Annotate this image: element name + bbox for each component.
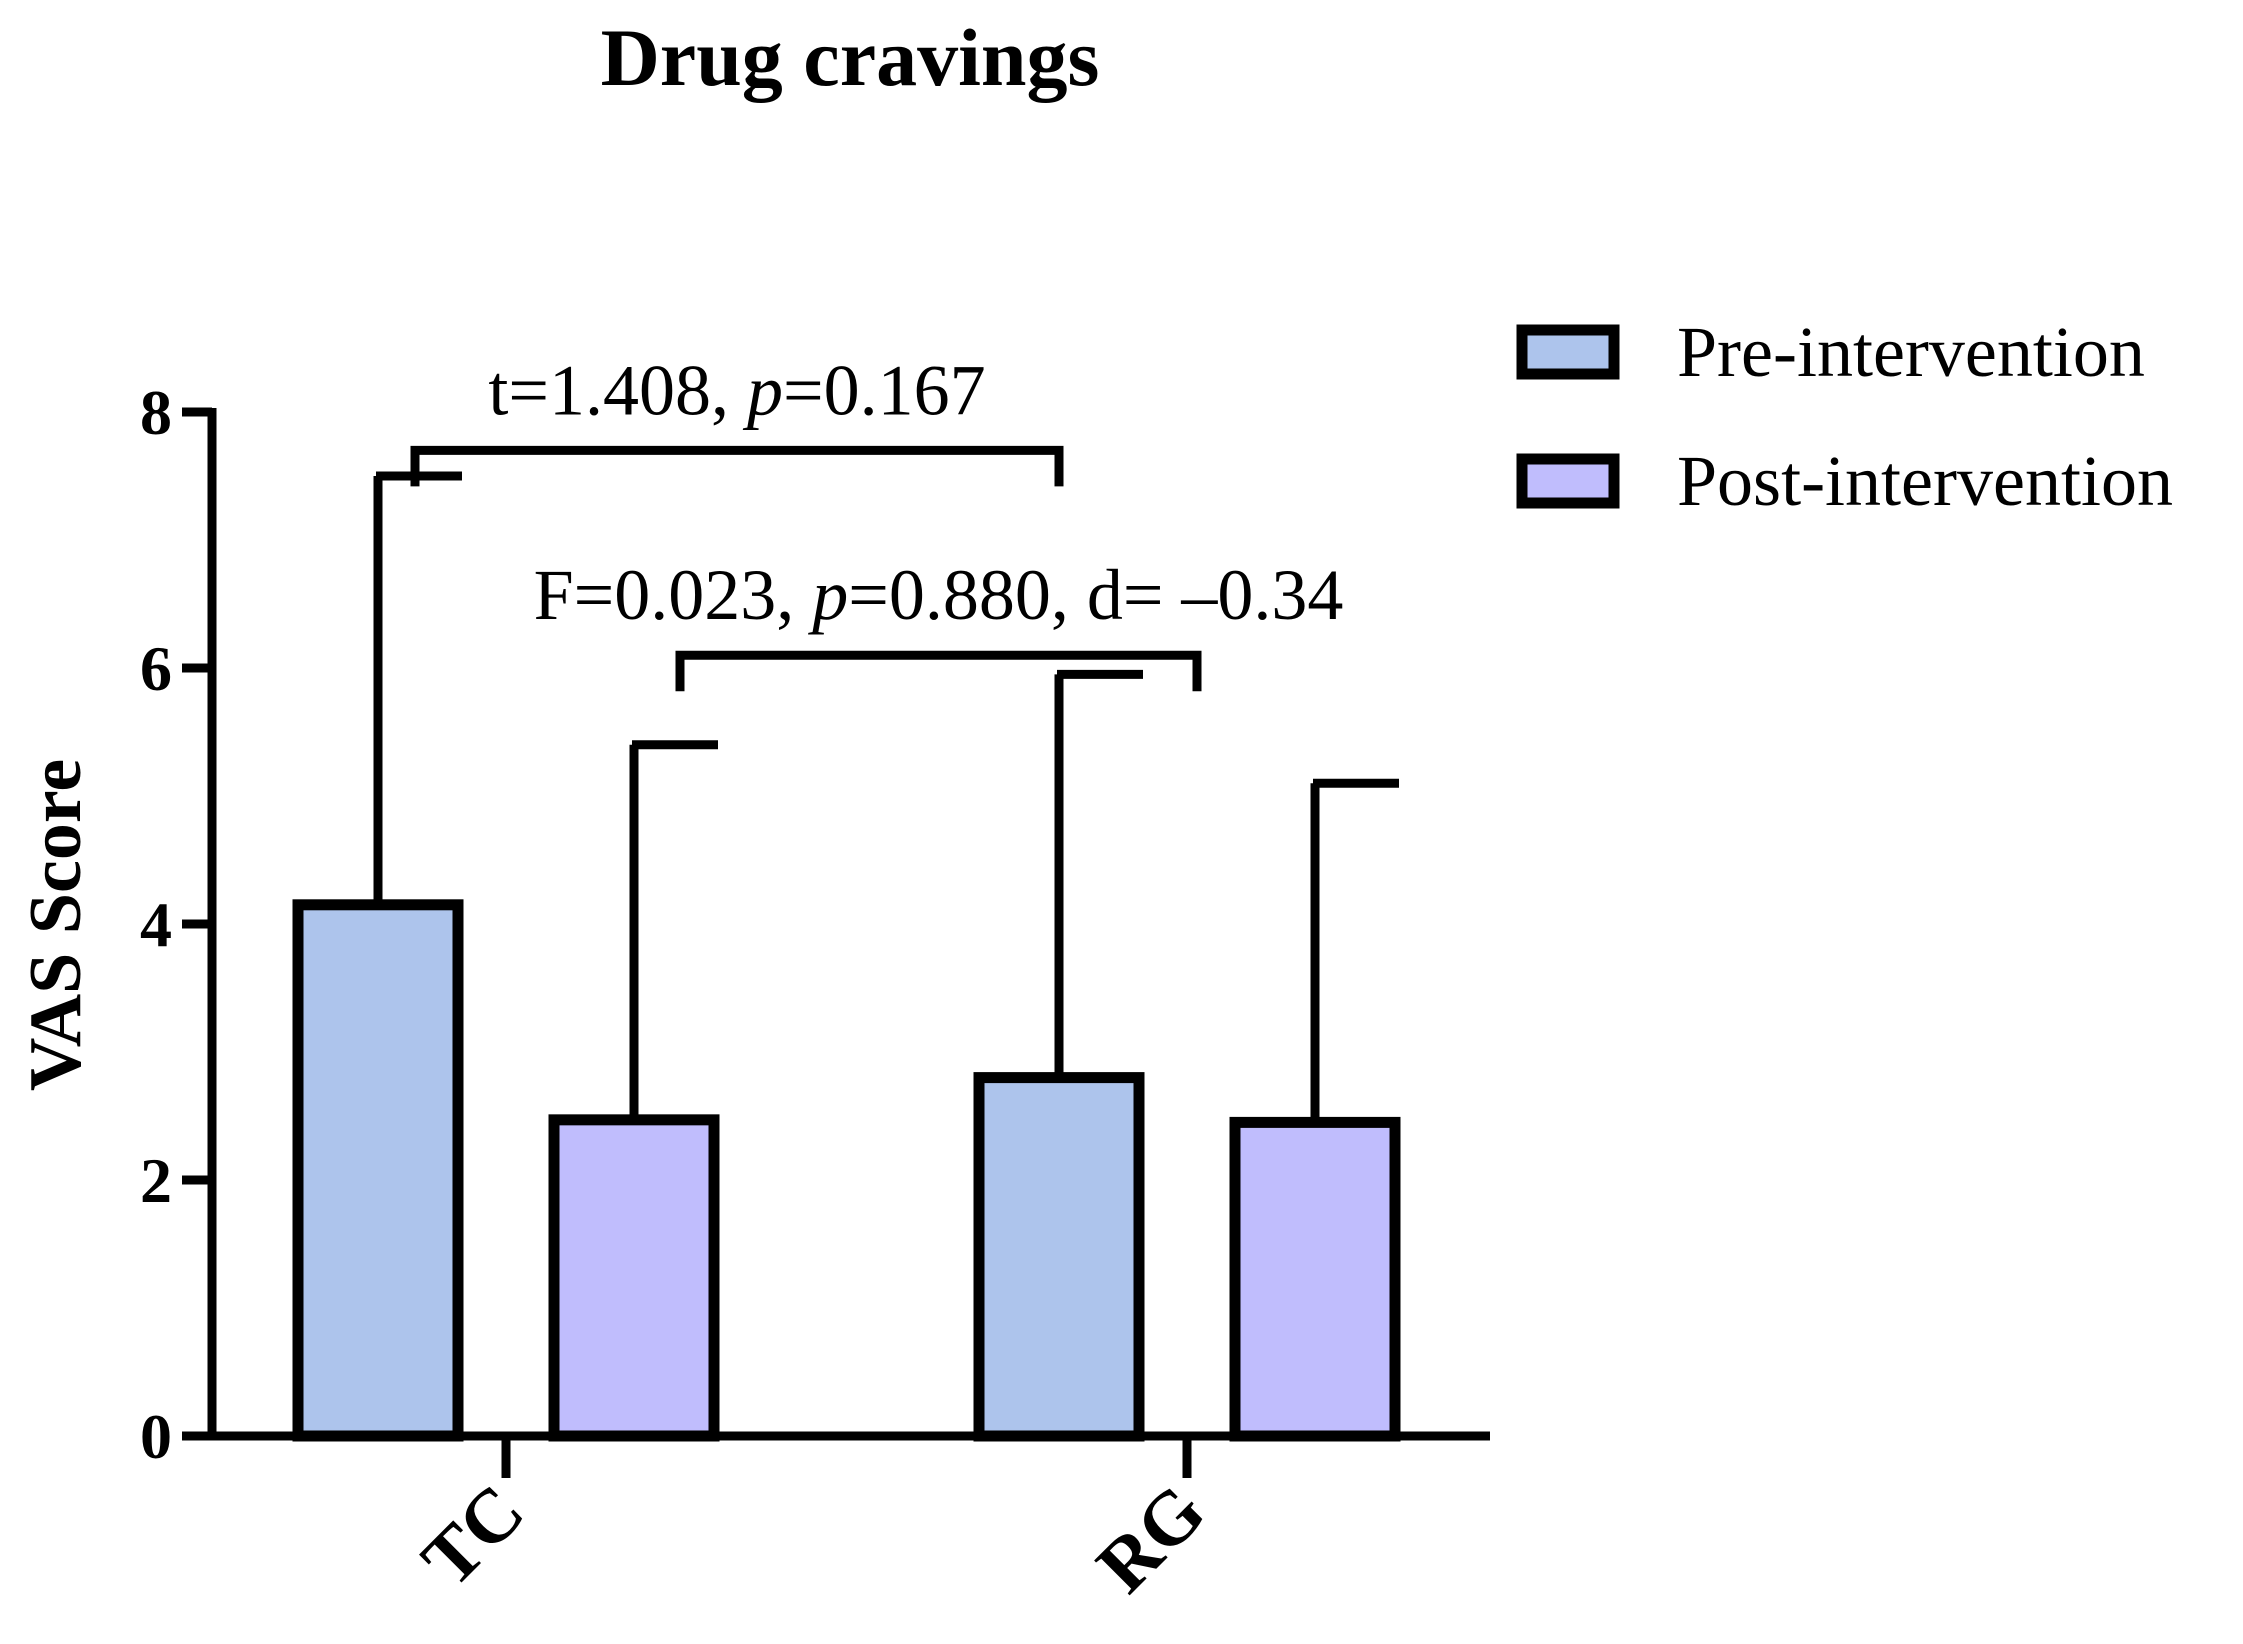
legend-swatch-pre	[1516, 324, 1620, 380]
chart-title: Drug cravings	[601, 12, 1100, 103]
annotation-t-test: t=1.408, p=0.167	[488, 350, 985, 430]
bar-tc-post-intervention	[548, 1114, 720, 1442]
legend-label-post: Post-intervention	[1677, 441, 2173, 521]
y-tick-label: 6	[140, 633, 172, 704]
legend-swatch-post	[1516, 453, 1620, 509]
significance-bracket-t-test	[410, 445, 1064, 487]
x-tick-label-rg: RG	[1081, 1469, 1221, 1609]
annotation-f-test: F=0.023, p=0.880, d= –0.34	[534, 555, 1344, 635]
y-tick-label: 0	[140, 1401, 172, 1472]
bar-rg-pre-intervention	[973, 1072, 1145, 1442]
y-axis-label: VAS Score	[15, 759, 97, 1091]
y-tick-label: 4	[140, 889, 172, 960]
x-tick-label-tc: TC	[406, 1469, 540, 1603]
y-tick-label: 2	[140, 1145, 172, 1216]
significance-bracket-f-test	[675, 650, 1202, 692]
bar-tc-pre-intervention	[292, 899, 464, 1442]
legend-label-pre: Pre-intervention	[1677, 312, 2145, 392]
y-tick-label: 8	[140, 377, 172, 448]
bar-rg-post-intervention	[1229, 1116, 1401, 1442]
